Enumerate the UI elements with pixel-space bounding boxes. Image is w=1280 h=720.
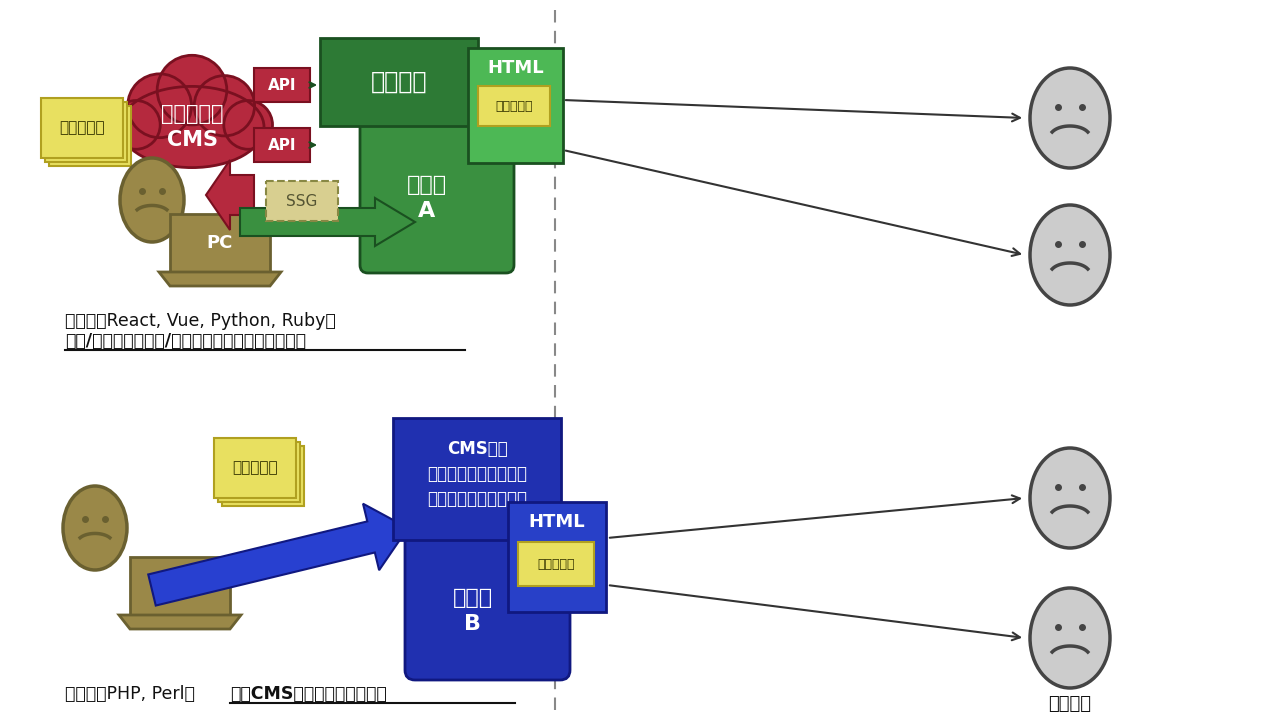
FancyBboxPatch shape bbox=[131, 557, 230, 615]
Text: 独自開発: 独自開発 bbox=[371, 70, 428, 94]
FancyBboxPatch shape bbox=[393, 418, 561, 540]
Text: PC: PC bbox=[207, 234, 233, 252]
Ellipse shape bbox=[63, 486, 127, 570]
Text: ヘッドレス
CMS: ヘッドレス CMS bbox=[161, 104, 223, 150]
Ellipse shape bbox=[1030, 588, 1110, 688]
Text: 原則CMSと同じ言語に限定）: 原則CMSと同じ言語に限定） bbox=[230, 685, 387, 703]
FancyBboxPatch shape bbox=[253, 128, 310, 162]
Circle shape bbox=[157, 55, 227, 125]
FancyBboxPatch shape bbox=[253, 68, 310, 102]
Text: ユーザー: ユーザー bbox=[1048, 695, 1092, 713]
FancyBboxPatch shape bbox=[221, 446, 305, 506]
Ellipse shape bbox=[1030, 205, 1110, 305]
Polygon shape bbox=[241, 198, 415, 246]
Polygon shape bbox=[206, 160, 253, 230]
Polygon shape bbox=[148, 504, 408, 606]
FancyBboxPatch shape bbox=[404, 512, 570, 680]
FancyBboxPatch shape bbox=[360, 97, 515, 273]
Text: HTML: HTML bbox=[529, 513, 585, 531]
Ellipse shape bbox=[120, 86, 264, 168]
Text: PC: PC bbox=[166, 577, 193, 595]
Text: 言語/フレームワーク/ライブラリは自由に選べる）: 言語/フレームワーク/ライブラリは自由に選べる） bbox=[65, 332, 306, 350]
Text: コンテンツ: コンテンツ bbox=[232, 461, 278, 475]
Ellipse shape bbox=[1030, 68, 1110, 168]
Text: サイト
B: サイト B bbox=[452, 588, 493, 634]
Text: 開発者（React, Vue, Python, Ruby等: 開発者（React, Vue, Python, Ruby等 bbox=[65, 312, 335, 330]
FancyBboxPatch shape bbox=[49, 106, 131, 166]
Text: SSG: SSG bbox=[287, 194, 317, 209]
Circle shape bbox=[195, 76, 255, 136]
Text: API: API bbox=[268, 78, 296, 92]
Text: サイト
A: サイト A bbox=[407, 174, 447, 221]
FancyBboxPatch shape bbox=[320, 38, 477, 126]
Text: コンテンツ: コンテンツ bbox=[495, 99, 532, 112]
Ellipse shape bbox=[120, 158, 184, 242]
Polygon shape bbox=[159, 272, 282, 286]
FancyBboxPatch shape bbox=[170, 214, 270, 272]
Circle shape bbox=[128, 74, 192, 138]
Text: CMS導入
（テーマ・プラグイン
使用＆カスタマイズ）: CMS導入 （テーマ・プラグイン 使用＆カスタマイズ） bbox=[428, 440, 527, 508]
Text: コンテンツ: コンテンツ bbox=[538, 557, 575, 570]
Text: API: API bbox=[268, 138, 296, 153]
FancyBboxPatch shape bbox=[468, 48, 563, 163]
FancyBboxPatch shape bbox=[477, 86, 550, 126]
FancyBboxPatch shape bbox=[266, 181, 338, 221]
FancyBboxPatch shape bbox=[518, 542, 594, 586]
Text: 開発者（PHP, Perl等: 開発者（PHP, Perl等 bbox=[65, 685, 201, 703]
Ellipse shape bbox=[1030, 448, 1110, 548]
FancyBboxPatch shape bbox=[218, 442, 300, 502]
Polygon shape bbox=[119, 615, 241, 629]
FancyBboxPatch shape bbox=[214, 438, 296, 498]
FancyBboxPatch shape bbox=[508, 502, 605, 612]
Text: コンテンツ: コンテンツ bbox=[59, 120, 105, 135]
Text: HTML: HTML bbox=[488, 59, 544, 77]
FancyBboxPatch shape bbox=[45, 102, 127, 162]
Circle shape bbox=[224, 101, 273, 149]
FancyBboxPatch shape bbox=[41, 98, 123, 158]
Circle shape bbox=[111, 101, 160, 149]
